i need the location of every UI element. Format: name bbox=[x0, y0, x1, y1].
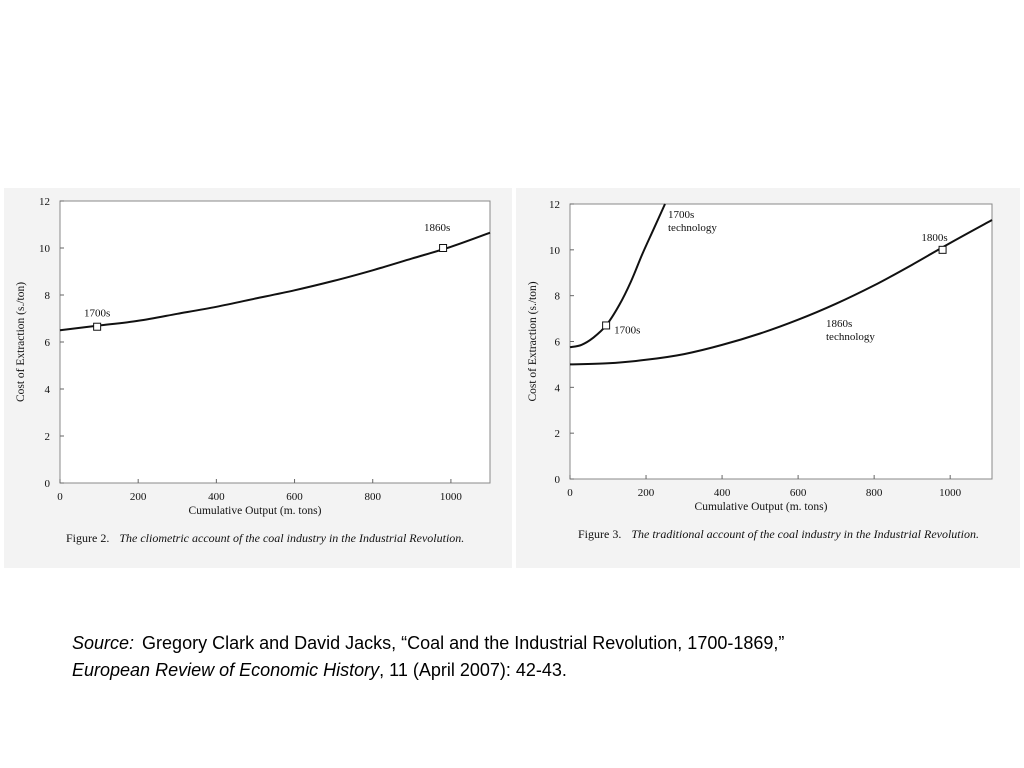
fig3-y-axis-label: Cost of Extraction (s./ton) bbox=[527, 281, 539, 401]
figure-3-label: Figure 3. bbox=[578, 527, 622, 541]
fig2-x-tick-label: 1000 bbox=[440, 491, 463, 503]
fig2-x-tick-label: 600 bbox=[286, 491, 303, 503]
fig3-x-tick-label: 600 bbox=[790, 487, 807, 499]
fig3-marker-2 bbox=[938, 245, 947, 254]
fig3-x-tick-label: 1000 bbox=[939, 487, 962, 499]
source-citation: Source: Gregory Clark and David Jacks, “C… bbox=[72, 630, 1012, 684]
fig2-annotation-1: 1700s bbox=[84, 308, 110, 320]
figure-3-panel: 0 2 4 6 8 10 12 0 200 400 600 800 1000 Cumulative Out… bbox=[516, 188, 1020, 568]
figure-2-caption: Figure 2. The cliometric account of the c… bbox=[66, 530, 506, 546]
fig2-plot-area bbox=[59, 200, 491, 484]
fig3-y-tick-label: 6 bbox=[555, 337, 561, 349]
fig3-annotation-1: 1700s bbox=[614, 324, 640, 336]
source-details: , 11 (April 2007): 42-43. bbox=[379, 660, 567, 680]
source-label: Source: bbox=[72, 633, 135, 653]
fig3-y-tick-label: 0 bbox=[555, 474, 561, 486]
fig2-x-tick-label: 0 bbox=[57, 491, 63, 503]
fig2-marker-1 bbox=[93, 322, 102, 331]
fig2-marker-2 bbox=[439, 244, 448, 252]
figure-3-chart: 0 2 4 6 8 10 12 0 200 400 600 800 1000 Cumulative Out… bbox=[527, 199, 993, 513]
figure-2-panel: 0 2 4 6 8 10 12 0 200 400 600 800 1000 Cumulative Out… bbox=[4, 188, 512, 568]
figure-2-chart: 0 2 4 6 8 10 12 0 200 400 600 800 1000 Cumulative Out… bbox=[15, 196, 491, 517]
figure-2-label: Figure 2. bbox=[66, 531, 110, 545]
fig3-plot-area bbox=[569, 203, 993, 480]
fig2-y-tick-label: 12 bbox=[39, 196, 50, 208]
fig2-annotation-2: 1860s bbox=[424, 222, 450, 234]
fig3-y-tick-label: 12 bbox=[549, 199, 560, 211]
fig3-x-axis-label: Cumulative Output (m. tons) bbox=[695, 501, 828, 513]
fig2-series-1-line bbox=[59, 231, 491, 332]
figure-3-description: The traditional account of the coal indu… bbox=[631, 527, 979, 541]
fig3-series-1-label: 1700s technology bbox=[668, 209, 717, 234]
fig3-y-tick-label: 8 bbox=[555, 291, 561, 303]
fig3-annotation-2: 1800s bbox=[921, 232, 947, 244]
fig2-y-tick-label: 10 bbox=[39, 243, 51, 255]
fig3-x-tick-label: 400 bbox=[714, 487, 731, 499]
figure-2-description: The cliometric account of the coal indus… bbox=[119, 531, 465, 545]
fig2-y-axis-label: Cost of Extraction (s./ton) bbox=[15, 282, 27, 402]
fig2-y-tick-label: 0 bbox=[45, 478, 51, 490]
fig3-series-1-line bbox=[569, 203, 666, 349]
source-authors-title: Gregory Clark and David Jacks, “Coal and… bbox=[142, 633, 785, 653]
fig2-x-tick-label: 400 bbox=[208, 491, 225, 503]
fig3-marker-1 bbox=[602, 321, 611, 330]
fig2-y-tick-label: 4 bbox=[45, 384, 51, 396]
fig3-x-tick-label: 200 bbox=[638, 487, 655, 499]
fig2-y-tick-label: 6 bbox=[45, 337, 51, 349]
fig2-x-axis-label: Cumulative Output (m. tons) bbox=[189, 505, 322, 517]
fig3-x-tick-label: 0 bbox=[567, 487, 573, 499]
fig3-y-tick-label: 4 bbox=[555, 382, 561, 394]
fig2-y-tick-label: 8 bbox=[45, 290, 51, 302]
fig2-x-tick-label: 800 bbox=[364, 491, 381, 503]
fig3-y-tick-label: 10 bbox=[549, 245, 561, 257]
fig3-y-tick-label: 2 bbox=[555, 428, 561, 440]
fig2-x-tick-label: 200 bbox=[130, 491, 147, 503]
fig2-y-tick-label: 2 bbox=[45, 431, 51, 443]
figure-3-caption: Figure 3. The traditional account of the … bbox=[578, 526, 1014, 542]
fig3-x-tick-label: 800 bbox=[866, 487, 883, 499]
source-journal: European Review of Economic History bbox=[72, 660, 380, 680]
fig3-series-2-label: 1860s technology bbox=[826, 318, 875, 343]
fig3-series-2-line bbox=[569, 219, 993, 366]
